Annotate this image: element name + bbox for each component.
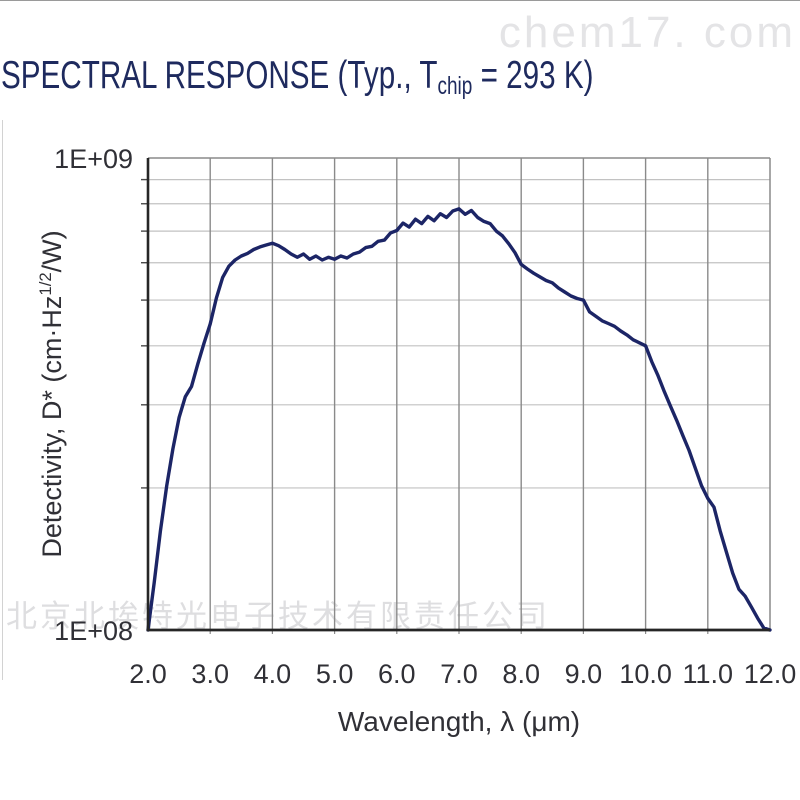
- x-axis-label: Wavelength, λ (μm): [338, 706, 580, 737]
- x-tick-label-3.0: 3.0: [191, 659, 229, 689]
- watermark-company: 北京北埃特光电子技术有限责任公司: [6, 599, 550, 634]
- chart-title: SPECTRAL RESPONSE (Typ., Tchip = 293 K): [1, 54, 593, 101]
- y-axis-label: Detectivity, D* (cm·Hz1/2/W): [36, 230, 68, 557]
- x-tick-label-12.0: 12.0: [744, 659, 797, 689]
- y-tick-label-1e08: 1E+08: [54, 616, 133, 646]
- x-tick-label-2.0: 2.0: [129, 659, 167, 689]
- x-tick-label-9.0: 9.0: [565, 659, 603, 689]
- chart-title-post: = 293 K): [472, 54, 594, 97]
- chart-title-subscript: chip: [437, 72, 473, 100]
- x-tick-label-4.0: 4.0: [254, 659, 292, 689]
- x-tick-label-11.0: 11.0: [683, 659, 734, 689]
- watermark-chem17: chem17. com: [498, 8, 796, 57]
- x-tick-label-6.0: 6.0: [378, 659, 416, 689]
- screenshot-top-border: [0, 0, 800, 1]
- x-tick-label-8.0: 8.0: [502, 659, 540, 689]
- chart-title-pre: SPECTRAL RESPONSE (Typ., T: [1, 54, 438, 97]
- x-tick-label-5.0: 5.0: [316, 659, 354, 689]
- x-tick-label-10.0: 10.0: [619, 659, 672, 689]
- y-tick-label-1e09: 1E+09: [54, 144, 133, 174]
- detectivity-curve: [146, 207, 772, 632]
- y-axis-label-sup: 1/2: [36, 272, 55, 296]
- x-tick-label-7.0: 7.0: [440, 659, 478, 689]
- screenshot-left-border: [2, 120, 3, 680]
- y-axis-label-post: /W): [37, 230, 67, 273]
- y-axis-label-pre: Detectivity, D* (cm·Hz: [37, 295, 67, 558]
